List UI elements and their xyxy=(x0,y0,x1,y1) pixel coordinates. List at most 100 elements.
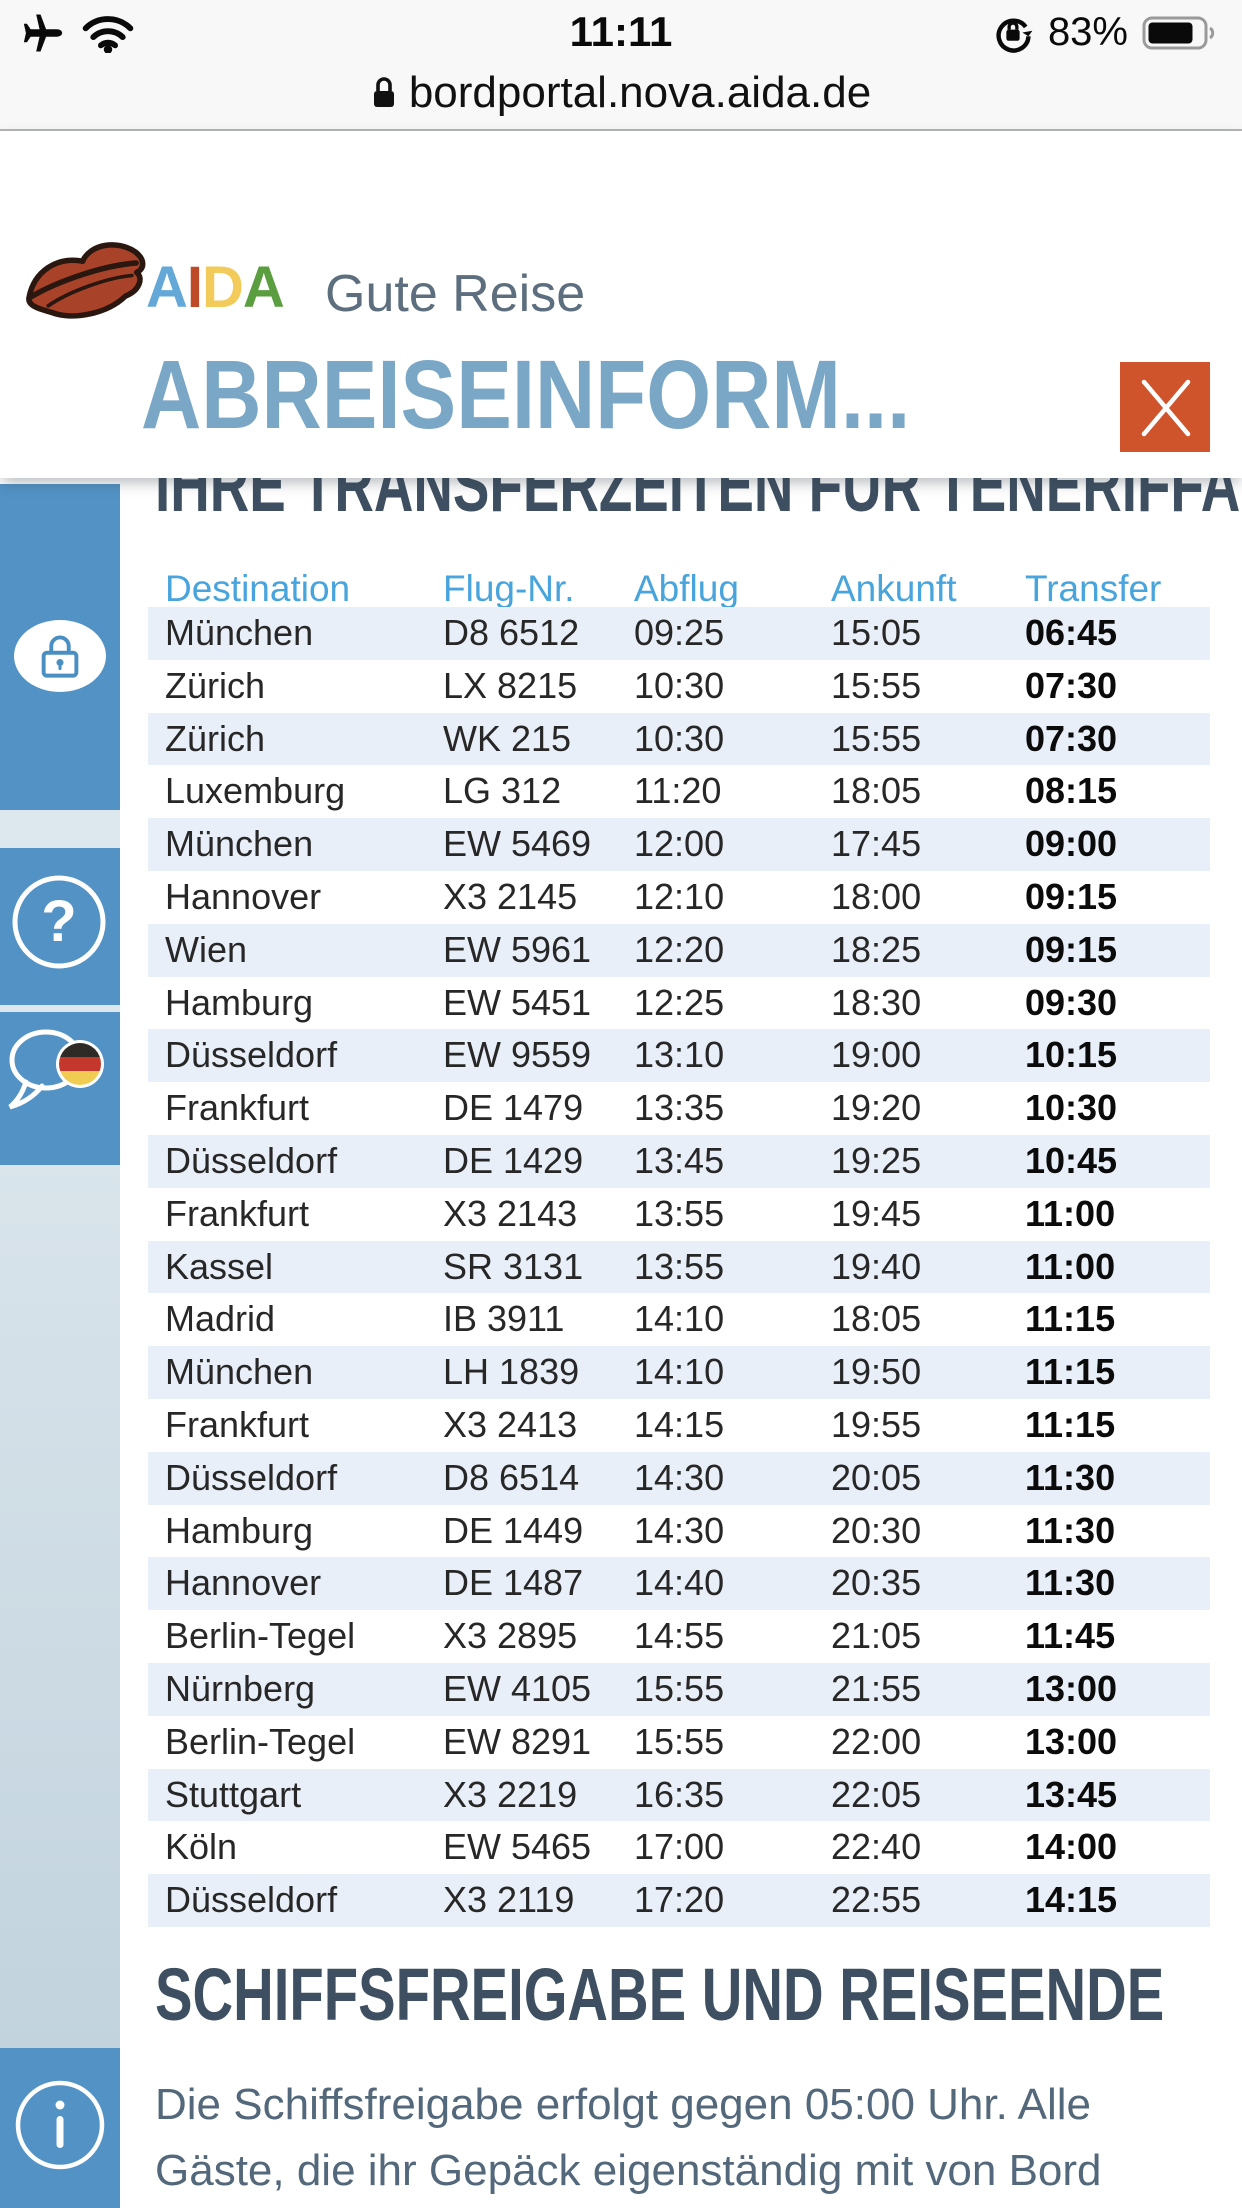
cell-destination: Hannover xyxy=(165,875,322,917)
cell-flight-number: EW 5469 xyxy=(443,823,592,865)
cell-destination: Frankfurt xyxy=(165,1403,310,1445)
cell-transfer: 10:45 xyxy=(1025,1139,1118,1181)
language-chat-icon xyxy=(0,1012,120,1165)
cell-destination: Hamburg xyxy=(165,1509,314,1551)
table-row: Frankfurt X3 2413 14:15 19:55 11:15 xyxy=(148,1399,1210,1452)
cell-arrival: 19:20 xyxy=(831,1087,922,1129)
cell-transfer: 08:15 xyxy=(1025,770,1118,812)
cell-departure: 15:55 xyxy=(634,1667,725,1709)
paragraph-line: Die Schiffsfreigabe erfolgt gegen 05:00 … xyxy=(155,2080,1092,2129)
section-heading: SCHIFFSFREIGABE UND REISEENDE xyxy=(155,1953,1165,2036)
cell-destination: Köln xyxy=(165,1826,238,1868)
cell-flight-number: WK 215 xyxy=(443,717,572,759)
cell-arrival: 19:55 xyxy=(831,1403,922,1445)
cell-arrival: 18:25 xyxy=(831,928,922,970)
address-bar[interactable]: bordportal.nova.aida.de xyxy=(0,62,1242,124)
cell-destination: Düsseldorf xyxy=(165,1034,338,1076)
cell-departure: 13:55 xyxy=(634,1245,725,1287)
table-row: Berlin-Tegel X3 2895 14:55 21:05 11:45 xyxy=(148,1610,1210,1663)
cell-destination: Stuttgart xyxy=(165,1773,302,1815)
cell-departure: 13:55 xyxy=(634,1192,725,1234)
cell-destination: Nürnberg xyxy=(165,1667,316,1709)
brand-letter: I xyxy=(186,255,203,320)
cell-destination: Berlin-Tegel xyxy=(165,1720,356,1762)
transfer-table: Destination Flug-Nr. Abflug Ankunft Transfer… xyxy=(148,565,1210,1927)
cell-departure: 16:35 xyxy=(634,1773,725,1815)
cell-flight-number: DE 1449 xyxy=(443,1509,584,1551)
sidebar-divider xyxy=(0,1005,120,1012)
sidebar-item-info[interactable] xyxy=(0,2048,120,2208)
sidebar-spacer xyxy=(0,1165,120,2048)
cell-flight-number: EW 5961 xyxy=(443,928,592,970)
cell-arrival: 22:40 xyxy=(831,1826,922,1868)
cell-arrival: 19:00 xyxy=(831,1034,922,1076)
battery-percent: 83% xyxy=(1047,10,1128,54)
cell-departure: 13:10 xyxy=(634,1034,725,1076)
table-row: Frankfurt DE 1479 13:35 19:20 10:30 xyxy=(148,1082,1210,1135)
cell-transfer: 11:15 xyxy=(1025,1351,1116,1393)
cell-arrival: 19:50 xyxy=(831,1351,922,1393)
cell-transfer: 14:00 xyxy=(1025,1826,1118,1868)
close-icon xyxy=(1120,362,1210,452)
table-row: Düsseldorf EW 9559 13:10 19:00 10:15 xyxy=(148,1029,1210,1083)
cell-arrival: 18:30 xyxy=(831,981,922,1023)
cell-transfer: 07:30 xyxy=(1025,717,1118,759)
sidebar-item-help[interactable]: ? xyxy=(0,848,120,1005)
wifi-icon xyxy=(82,13,134,53)
cell-destination: Frankfurt xyxy=(165,1192,310,1234)
close-button[interactable] xyxy=(1120,362,1210,452)
modal-header: AIDA Gute Reise ABREISEINFORM... xyxy=(0,131,1242,478)
cell-flight-number: EW 5451 xyxy=(443,981,592,1023)
cell-flight-number: D8 6512 xyxy=(443,612,580,653)
cell-transfer: 07:30 xyxy=(1025,664,1118,706)
cell-destination: Hannover xyxy=(165,1562,322,1604)
table-header-row: Destination Flug-Nr. Abflug Ankunft Transfer xyxy=(148,565,1210,607)
aida-lips-logo xyxy=(18,231,158,323)
cell-departure: 10:30 xyxy=(634,717,725,759)
cell-flight-number: LX 8215 xyxy=(443,664,578,706)
cell-arrival: 19:40 xyxy=(831,1245,922,1287)
german-flag xyxy=(59,1043,101,1085)
orientation-lock-icon xyxy=(992,12,1034,54)
table-row: Hamburg EW 5451 12:25 18:30 09:30 xyxy=(148,977,1210,1030)
cell-departure: 14:30 xyxy=(634,1456,725,1498)
table-row: Zürich LX 8215 10:30 15:55 07:30 xyxy=(148,660,1210,713)
table-body: München D8 6512 09:25 15:05 06:45 Zürich LX 82… xyxy=(148,607,1210,1927)
table-row: Kassel SR 3131 13:55 19:40 11:00 xyxy=(148,1240,1210,1294)
brand-tagline: Gute Reise xyxy=(325,265,586,323)
cell-flight-number: EW 8291 xyxy=(443,1720,592,1762)
cell-arrival: 22:05 xyxy=(831,1773,922,1815)
sidebar-item-restricted[interactable] xyxy=(0,484,120,810)
help-icon: ? xyxy=(0,848,120,1005)
table-row: München D8 6512 09:25 15:05 06:45 xyxy=(148,607,1210,660)
cell-transfer: 11:15 xyxy=(1025,1403,1116,1445)
cell-destination: München xyxy=(165,823,314,865)
cell-destination: Zürich xyxy=(165,717,266,759)
table-row: Düsseldorf X3 2119 17:20 22:55 14:15 xyxy=(148,1874,1210,1927)
cell-transfer: 14:15 xyxy=(1025,1879,1118,1921)
cell-flight-number: DE 1487 xyxy=(443,1562,584,1604)
cell-departure: 17:00 xyxy=(634,1826,725,1868)
cell-flight-number: LG 312 xyxy=(443,770,562,812)
cell-departure: 10:30 xyxy=(634,664,725,706)
svg-text:?: ? xyxy=(41,889,76,954)
battery-icon xyxy=(1142,15,1218,51)
cell-flight-number: SR 3131 xyxy=(443,1245,584,1287)
aida-wordmark: AIDA xyxy=(146,259,285,317)
cell-departure: 13:45 xyxy=(634,1139,725,1181)
cell-transfer: 11:30 xyxy=(1025,1562,1116,1604)
status-time: 11:11 xyxy=(569,8,673,55)
table-row: Stuttgart X3 2219 16:35 22:05 13:45 xyxy=(148,1768,1210,1822)
column-header: Flug-Nr. xyxy=(443,568,575,609)
cell-transfer: 11:00 xyxy=(1025,1192,1116,1234)
table-row: Düsseldorf DE 1429 13:45 19:25 10:45 xyxy=(148,1134,1210,1188)
sidebar-item-language[interactable] xyxy=(0,1012,120,1165)
modal-title: ABREISEINFORM... xyxy=(141,340,911,449)
lock-icon xyxy=(14,620,106,692)
cell-arrival: 18:00 xyxy=(831,875,922,917)
cell-flight-number: D8 6514 xyxy=(443,1456,580,1498)
cell-transfer: 11:00 xyxy=(1025,1245,1116,1287)
status-left-cluster xyxy=(22,12,134,54)
table-row: Nürnberg EW 4105 15:55 21:55 13:00 xyxy=(148,1662,1210,1716)
